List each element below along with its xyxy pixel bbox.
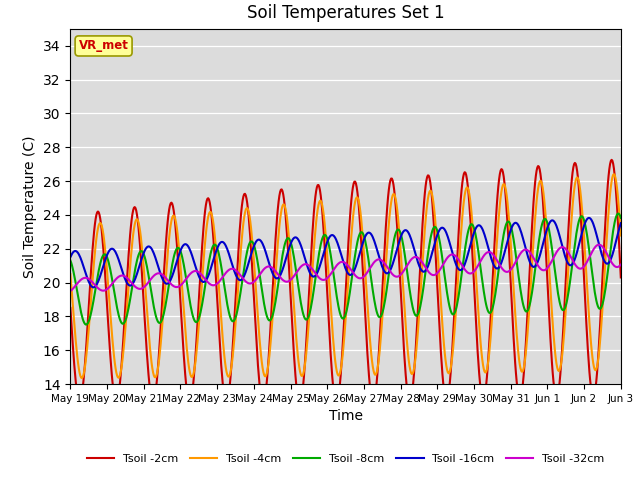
Line: Tsoil -4cm: Tsoil -4cm	[70, 174, 621, 378]
Tsoil -8cm	[77, 306, 84, 312]
Tsoil -32cm	[595, 242, 602, 248]
Text: VR_met: VR_met	[79, 39, 129, 52]
Tsoil -8cm	[83, 322, 90, 327]
Tsoil -16cm	[617, 220, 625, 226]
Tsoil -2cm	[617, 275, 625, 280]
Tsoil -32cm	[218, 275, 226, 281]
Tsoil -8cm	[67, 258, 74, 264]
Tsoil -8cm	[190, 315, 198, 321]
Tsoil -16cm	[77, 255, 84, 261]
Tsoil -2cm	[133, 212, 141, 218]
Tsoil -4cm	[190, 371, 198, 376]
Tsoil -16cm	[429, 246, 437, 252]
Tsoil -4cm	[78, 375, 86, 381]
Y-axis label: Soil Temperature (C): Soil Temperature (C)	[24, 135, 37, 277]
Line: Tsoil -2cm: Tsoil -2cm	[70, 160, 621, 403]
Tsoil -8cm	[429, 226, 437, 231]
Tsoil -8cm	[219, 273, 227, 279]
Tsoil -32cm	[617, 262, 625, 267]
Tsoil -2cm	[218, 372, 226, 378]
Tsoil -16cm	[134, 268, 141, 274]
Tsoil -16cm	[585, 215, 593, 221]
Tsoil -32cm	[429, 272, 436, 278]
Tsoil -4cm	[617, 233, 625, 239]
Tsoil -16cm	[190, 258, 198, 264]
Tsoil -16cm	[219, 239, 227, 245]
Tsoil -16cm	[67, 254, 74, 260]
Tsoil -32cm	[77, 277, 84, 283]
Tsoil -2cm	[67, 305, 74, 311]
Line: Tsoil -32cm: Tsoil -32cm	[70, 245, 621, 291]
Tsoil -2cm	[608, 157, 616, 163]
Tsoil -4cm	[134, 217, 141, 223]
Legend: Tsoil -2cm, Tsoil -4cm, Tsoil -8cm, Tsoil -16cm, Tsoil -32cm: Tsoil -2cm, Tsoil -4cm, Tsoil -8cm, Tsoi…	[82, 450, 609, 469]
Tsoil -2cm	[296, 400, 304, 406]
Tsoil -32cm	[133, 285, 141, 291]
Tsoil -16cm	[90, 285, 97, 290]
Tsoil -4cm	[610, 171, 618, 177]
Tsoil -2cm	[413, 320, 421, 326]
Tsoil -8cm	[413, 312, 421, 318]
Tsoil -2cm	[429, 212, 437, 218]
Tsoil -4cm	[77, 373, 84, 379]
Tsoil -2cm	[189, 384, 196, 390]
Tsoil -32cm	[189, 269, 196, 275]
Tsoil -4cm	[67, 271, 74, 277]
Tsoil -8cm	[617, 215, 625, 221]
Tsoil -2cm	[77, 397, 84, 403]
Tsoil -4cm	[413, 338, 421, 344]
Tsoil -4cm	[429, 199, 437, 204]
Tsoil -32cm	[413, 254, 420, 260]
Title: Soil Temperatures Set 1: Soil Temperatures Set 1	[247, 4, 444, 22]
X-axis label: Time: Time	[328, 409, 363, 423]
Tsoil -8cm	[614, 211, 622, 216]
Tsoil -32cm	[67, 288, 74, 294]
Tsoil -4cm	[219, 336, 227, 342]
Line: Tsoil -8cm: Tsoil -8cm	[70, 214, 621, 324]
Tsoil -8cm	[134, 254, 141, 260]
Tsoil -16cm	[413, 257, 421, 263]
Line: Tsoil -16cm: Tsoil -16cm	[70, 218, 621, 288]
